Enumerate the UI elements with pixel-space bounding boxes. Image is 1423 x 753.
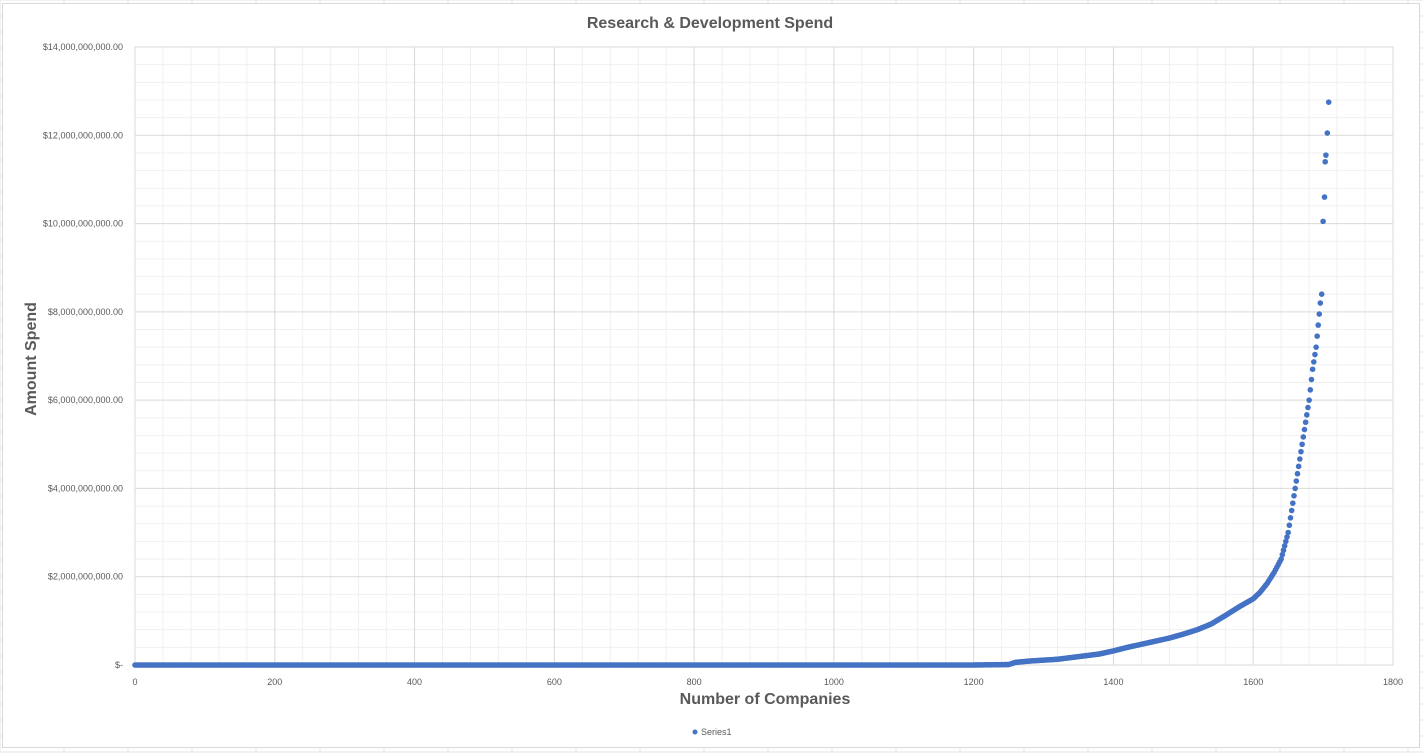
data-point: [1298, 448, 1304, 455]
data-point: [1297, 456, 1303, 462]
data-point: [1299, 441, 1305, 448]
data-point: [1283, 538, 1289, 545]
y-tick-label: $2,000,000,000.00: [48, 572, 123, 582]
x-tick-label: 1000: [824, 677, 844, 687]
data-point: [1313, 344, 1319, 350]
data-point: [1304, 412, 1310, 418]
data-point: [1281, 543, 1288, 549]
data-point: [1322, 158, 1329, 165]
data-point: [1324, 130, 1331, 136]
data-point: [1325, 99, 1332, 105]
y-tick-label: $12,000,000,000.00: [43, 130, 123, 140]
data-point: [1305, 404, 1311, 411]
data-point: [1285, 529, 1291, 536]
data-point: [1300, 434, 1307, 440]
data-point: [1278, 556, 1284, 562]
data-point: [1307, 387, 1314, 393]
x-tick-label: 200: [267, 677, 282, 687]
data-point: [1280, 547, 1287, 554]
series1-points: [132, 99, 1332, 668]
x-tick-label: 800: [687, 677, 702, 687]
plot-area-border: [134, 46, 1394, 666]
data-point: [1291, 492, 1297, 499]
y-axis-title[interactable]: Amount Spend: [23, 302, 40, 416]
data-point: [1320, 218, 1326, 225]
x-axis-tick-labels: 0 200 400 600 800 1000 1200 1400 1600 1800: [132, 677, 1403, 687]
y-tick-label: $-: [115, 660, 123, 670]
legend[interactable]: Series1: [692, 727, 732, 737]
data-point: [1290, 500, 1296, 506]
data-point: [1310, 359, 1317, 365]
data-point: [1317, 300, 1324, 306]
y-tick-label: $4,000,000,000.00: [48, 483, 123, 493]
x-tick-label: 1400: [1103, 677, 1123, 687]
legend-label-series1: Series1: [701, 727, 732, 737]
x-tick-label: 400: [407, 677, 422, 687]
legend-marker-series1: [692, 729, 698, 735]
data-point: [1279, 551, 1286, 558]
x-axis-title[interactable]: Number of Companies: [680, 691, 851, 708]
x-tick-label: 1800: [1383, 677, 1403, 687]
data-point: [1306, 397, 1312, 403]
data-point: [1286, 522, 1293, 529]
minor-gridlines: [135, 47, 1393, 665]
data-point: [1301, 426, 1308, 433]
data-point: [1287, 515, 1294, 521]
x-tick-label: 0: [132, 677, 137, 687]
data-point: [1295, 463, 1302, 470]
scatter-chart: $- $2,000,000,000.00 $4,000,000,000.00 $6,0…: [23, 15, 1403, 737]
data-point: [1288, 507, 1295, 514]
major-gridlines: [134, 46, 1394, 666]
chart-area[interactable]: $- $2,000,000,000.00 $4,000,000,000.00 $6,0…: [2, 3, 1420, 748]
data-point: [1315, 322, 1322, 328]
data-point: [1308, 376, 1315, 383]
data-point: [1284, 534, 1290, 540]
y-axis-tick-labels: $- $2,000,000,000.00 $4,000,000,000.00 $6,0…: [43, 42, 123, 670]
data-point: [1323, 152, 1329, 158]
x-tick-label: 1600: [1243, 677, 1263, 687]
data-point: [1292, 485, 1298, 492]
y-tick-label: $8,000,000,000.00: [48, 307, 123, 317]
y-tick-label: $14,000,000,000.00: [43, 42, 123, 52]
chart-title[interactable]: Research & Development Spend: [587, 15, 833, 32]
data-point: [1316, 311, 1323, 317]
data-point: [1302, 419, 1309, 426]
data-point: [1294, 470, 1301, 477]
data-point: [1293, 478, 1300, 484]
y-tick-label: $10,000,000,000.00: [43, 219, 123, 229]
data-point: [1312, 351, 1318, 358]
data-point: [1314, 333, 1320, 339]
y-tick-label: $6,000,000,000.00: [48, 395, 123, 405]
data-point: [1321, 194, 1328, 200]
data-point: [1318, 291, 1325, 298]
x-tick-label: 1200: [964, 677, 984, 687]
data-point: [1309, 366, 1316, 373]
x-tick-label: 600: [547, 677, 562, 687]
